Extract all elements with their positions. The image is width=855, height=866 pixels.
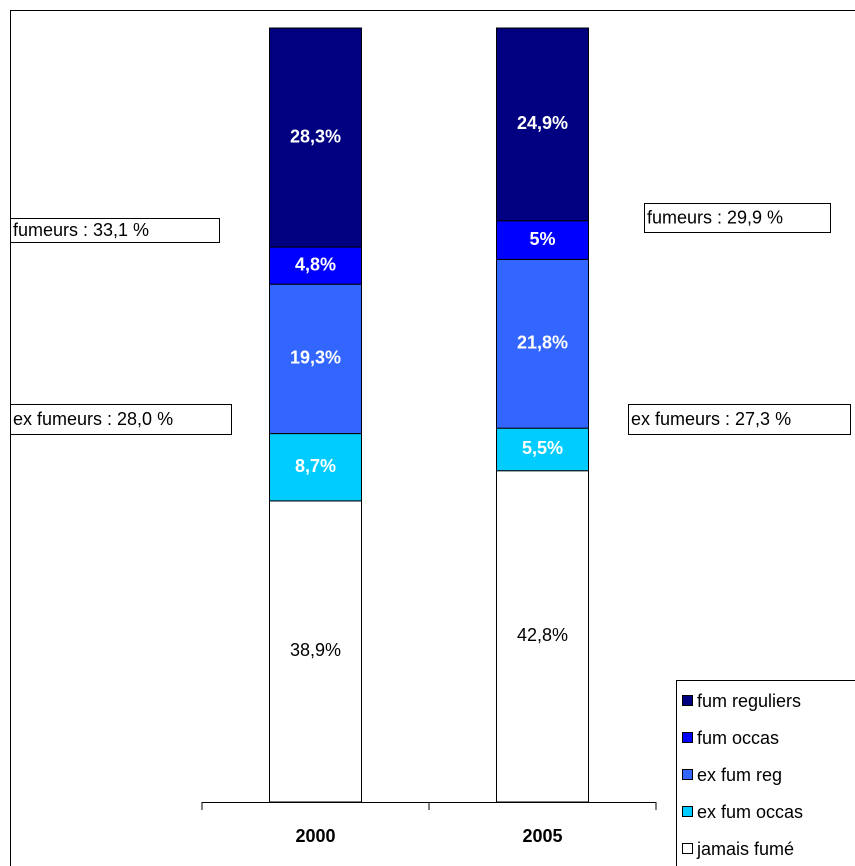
- annotation: fumeurs : 29,9 %: [647, 207, 783, 227]
- annotation-box: [10, 218, 220, 243]
- legend-swatch: [682, 806, 693, 817]
- legend-label: fum reguliers: [697, 691, 801, 711]
- legend-label: fum occas: [697, 728, 779, 748]
- annotation: ex fumeurs : 27,3 %: [631, 409, 791, 429]
- value-label: 19,3%: [290, 348, 341, 368]
- bar-segment: [496, 27, 589, 222]
- legend-swatch: [682, 732, 693, 743]
- value-label: 28,3%: [290, 126, 341, 146]
- annotation-box: [628, 404, 851, 435]
- legend-swatch: [682, 695, 693, 706]
- value-label: 8,7%: [295, 456, 336, 476]
- bar-segment: [269, 433, 362, 502]
- bar-segment: [496, 427, 589, 472]
- plot-border: [10, 10, 855, 866]
- legend-label: ex fum occas: [697, 802, 803, 822]
- legend-label: jamais fumé: [696, 839, 794, 859]
- annotation: ex fumeurs : 28,0 %: [13, 409, 173, 429]
- value-label: 4,8%: [295, 254, 336, 274]
- legend-label: ex fum reg: [697, 765, 782, 785]
- x-tick-label: 2005: [522, 826, 562, 846]
- bar-segment: [496, 220, 589, 260]
- legend-box: [676, 680, 855, 866]
- value-label: 38,9%: [290, 640, 341, 660]
- value-label: 24,9%: [517, 113, 568, 133]
- x-tick-label: 2000: [295, 826, 335, 846]
- legend-swatch: [682, 769, 693, 780]
- annotation-box: [644, 203, 831, 233]
- value-label: 5%: [529, 229, 555, 249]
- bar-segment: [269, 27, 362, 248]
- annotation-box: [10, 404, 232, 435]
- value-label: 42,8%: [517, 625, 568, 645]
- bar-segment: [269, 283, 362, 435]
- annotation: fumeurs : 33,1 %: [13, 220, 149, 240]
- bar-segment: [269, 500, 362, 803]
- value-label: 5,5%: [522, 438, 563, 458]
- legend-swatch: [682, 843, 693, 854]
- bar-segment: [496, 470, 589, 803]
- value-label: 21,8%: [517, 333, 568, 353]
